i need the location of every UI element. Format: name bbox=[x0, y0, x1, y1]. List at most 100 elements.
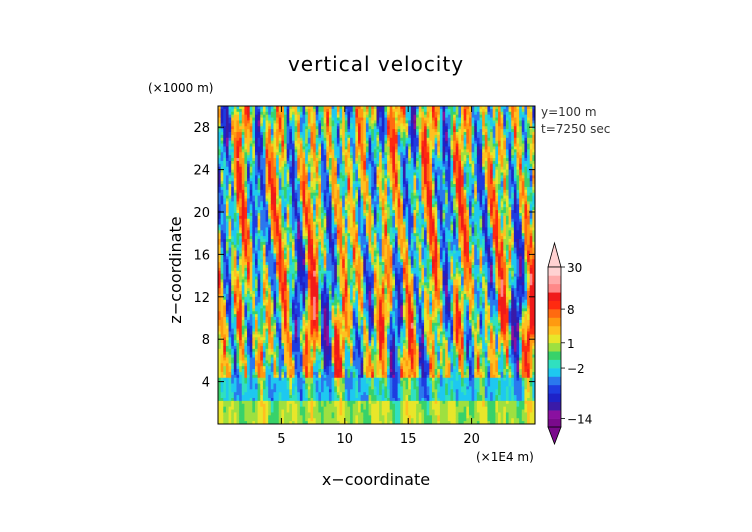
heatmap-cell bbox=[252, 406, 256, 410]
heatmap-cell bbox=[307, 345, 311, 350]
heatmap-cell bbox=[270, 227, 274, 231]
heatmap-cell bbox=[323, 273, 327, 277]
heatmap-cell bbox=[294, 207, 298, 211]
heatmap-cell bbox=[233, 106, 237, 110]
heatmap-cell bbox=[307, 186, 311, 191]
heatmap-cell bbox=[239, 276, 243, 280]
heatmap-cell bbox=[307, 383, 311, 387]
heatmap-cell bbox=[225, 129, 229, 133]
heatmap-cell bbox=[268, 302, 272, 306]
heatmap-cell bbox=[273, 267, 277, 272]
heatmap-cell bbox=[294, 259, 298, 263]
heatmap-cell bbox=[328, 233, 332, 237]
heatmap-cell bbox=[328, 322, 332, 327]
heatmap-cell bbox=[315, 227, 319, 231]
heatmap-cell bbox=[281, 143, 285, 147]
heatmap-cell bbox=[278, 247, 282, 251]
heatmap-cell bbox=[218, 152, 222, 156]
heatmap-cell bbox=[289, 230, 293, 234]
heatmap-cell bbox=[241, 114, 245, 118]
heatmap-cell bbox=[326, 265, 330, 269]
heatmap-cell bbox=[310, 343, 314, 347]
heatmap-cell bbox=[289, 224, 293, 228]
heatmap-cell bbox=[294, 134, 298, 139]
heatmap-cell bbox=[299, 256, 303, 260]
heatmap-cell bbox=[318, 210, 322, 214]
heatmap-cell bbox=[281, 395, 285, 399]
heatmap-cell bbox=[268, 285, 272, 289]
heatmap-cell bbox=[254, 172, 259, 176]
heatmap-cell bbox=[336, 178, 340, 182]
heatmap-cell bbox=[307, 369, 311, 373]
heatmap-cell bbox=[328, 238, 332, 243]
heatmap-cell bbox=[231, 314, 235, 318]
heatmap-cell bbox=[273, 126, 277, 130]
heatmap-cell bbox=[297, 198, 301, 202]
heatmap-cell bbox=[265, 198, 269, 202]
heatmap-cell bbox=[247, 389, 251, 393]
heatmap-cell bbox=[305, 395, 309, 399]
heatmap-cell bbox=[268, 137, 272, 142]
heatmap-cell bbox=[241, 282, 245, 286]
heatmap-cell bbox=[284, 146, 288, 150]
heatmap-cell bbox=[228, 302, 232, 306]
heatmap-cell bbox=[262, 134, 266, 139]
heatmap-cell bbox=[236, 238, 240, 243]
heatmap-cell bbox=[328, 351, 332, 356]
heatmap-cell bbox=[265, 334, 269, 338]
heatmap-cell bbox=[236, 412, 240, 416]
heatmap-cell bbox=[328, 158, 332, 162]
heatmap-cell bbox=[321, 106, 325, 110]
heatmap-cell bbox=[326, 296, 330, 301]
heatmap-cell bbox=[265, 308, 269, 312]
heatmap-cell bbox=[276, 201, 280, 205]
heatmap-cell bbox=[241, 169, 245, 173]
heatmap-cell bbox=[262, 262, 266, 266]
heatmap-cell bbox=[331, 380, 335, 384]
heatmap-cell bbox=[236, 163, 240, 168]
heatmap-cell bbox=[236, 129, 240, 133]
heatmap-cell bbox=[313, 308, 317, 312]
heatmap-cell bbox=[299, 247, 303, 251]
heatmap-cell bbox=[294, 189, 298, 194]
heatmap-cell bbox=[326, 143, 330, 147]
heatmap-cell bbox=[231, 149, 235, 153]
heatmap-cell bbox=[294, 328, 298, 332]
heatmap-cell bbox=[289, 134, 293, 139]
heatmap-cell bbox=[249, 224, 253, 228]
heatmap-cell bbox=[276, 129, 280, 133]
heatmap-cell bbox=[307, 348, 311, 353]
heatmap-cell bbox=[318, 285, 322, 289]
heatmap-cell bbox=[326, 259, 330, 263]
heatmap-cell bbox=[294, 279, 298, 283]
heatmap-cell bbox=[262, 317, 266, 321]
heatmap-cell bbox=[262, 181, 266, 185]
heatmap-cell bbox=[328, 421, 332, 424]
heatmap-cell bbox=[254, 302, 259, 306]
heatmap-cell bbox=[254, 198, 259, 202]
heatmap-cell bbox=[262, 149, 266, 153]
heatmap-cell bbox=[249, 285, 253, 289]
heatmap-cell bbox=[223, 392, 227, 396]
heatmap-cell bbox=[323, 137, 327, 142]
heatmap-cell bbox=[318, 126, 322, 130]
heatmap-cell bbox=[307, 421, 311, 424]
heatmap-cell bbox=[218, 319, 222, 324]
heatmap-cell bbox=[236, 395, 240, 399]
heatmap-cell bbox=[289, 415, 293, 419]
heatmap-cell bbox=[220, 175, 224, 179]
heatmap-cell bbox=[273, 210, 277, 214]
heatmap-cell bbox=[291, 357, 296, 361]
heatmap-cell bbox=[281, 293, 285, 298]
heatmap-cell bbox=[305, 265, 309, 269]
heatmap-cell bbox=[289, 302, 293, 306]
heatmap-cell bbox=[260, 230, 264, 234]
heatmap-cell bbox=[241, 201, 245, 205]
heatmap-cell bbox=[313, 377, 317, 382]
heatmap-cell bbox=[262, 140, 266, 144]
heatmap-cell bbox=[249, 149, 253, 153]
heatmap-cell bbox=[249, 201, 253, 205]
heatmap-cell bbox=[297, 319, 301, 324]
heatmap-cell bbox=[270, 395, 274, 399]
